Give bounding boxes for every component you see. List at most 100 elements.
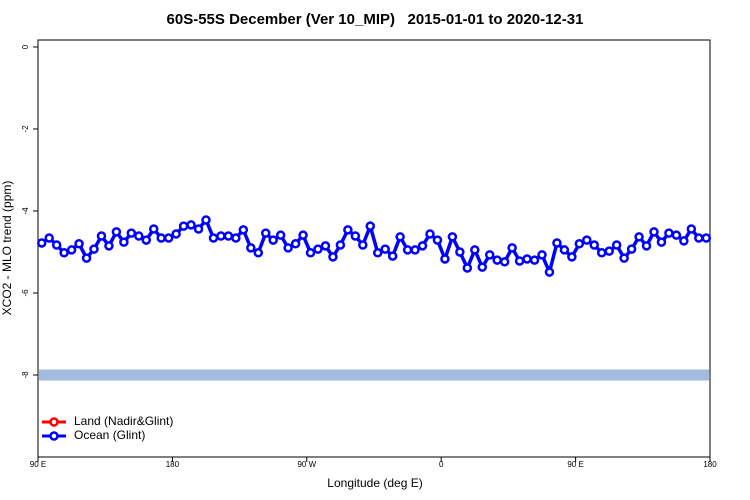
data-point xyxy=(223,231,234,241)
y-tick-label: -6 xyxy=(21,289,30,297)
legend-marker xyxy=(49,431,59,441)
data-point xyxy=(694,233,704,243)
data-point xyxy=(96,231,107,241)
data-point xyxy=(358,240,368,250)
data-point xyxy=(641,241,652,251)
legend-label: Ocean (Glint) xyxy=(74,428,145,442)
chart-title: 60S-55S December (Ver 10_MIP) 2015-01-01… xyxy=(167,11,584,28)
data-point xyxy=(104,241,114,251)
data-point xyxy=(507,243,517,253)
data-point xyxy=(514,256,525,266)
data-point xyxy=(313,244,323,254)
data-point xyxy=(126,228,137,238)
data-point xyxy=(305,248,316,258)
legend-label: Land (Nadir&Glint) xyxy=(74,414,173,428)
y-tick-label: 0 xyxy=(21,44,30,49)
data-point xyxy=(544,267,555,277)
data-point xyxy=(134,231,144,241)
data-point xyxy=(372,248,383,258)
data-point xyxy=(455,247,465,257)
data-point xyxy=(589,240,600,250)
data-point xyxy=(201,215,211,225)
data-point xyxy=(111,227,122,237)
data-point xyxy=(231,233,241,243)
data-point xyxy=(268,235,278,245)
data-point xyxy=(559,245,570,255)
data-point xyxy=(410,245,420,255)
y-axis-label: XCO2 - MLO trend (ppm) xyxy=(0,181,14,316)
data-point xyxy=(66,245,77,255)
data-point xyxy=(238,225,249,235)
data-point xyxy=(447,232,458,242)
data-point xyxy=(260,228,271,238)
data-point xyxy=(148,224,159,234)
data-point xyxy=(156,233,166,243)
x-tick-label: 180 xyxy=(166,460,180,469)
data-point xyxy=(537,250,547,260)
data-point xyxy=(59,248,69,258)
data-point xyxy=(74,239,84,249)
data-point xyxy=(365,221,376,231)
data-point xyxy=(664,228,674,238)
data-point xyxy=(552,238,562,248)
data-point xyxy=(440,254,450,264)
data-point xyxy=(253,248,264,258)
data-point xyxy=(626,244,637,254)
data-point xyxy=(171,229,181,239)
y-tick-label: -8 xyxy=(21,371,30,379)
data-point xyxy=(335,240,346,250)
data-point xyxy=(298,230,308,240)
data-point xyxy=(634,232,644,242)
data-point xyxy=(350,231,361,241)
data-point xyxy=(596,248,607,258)
data-point xyxy=(582,235,592,245)
data-point xyxy=(470,245,480,255)
data-point xyxy=(387,251,398,261)
data-point xyxy=(477,262,488,272)
y-tick-label: -2 xyxy=(21,125,30,133)
data-point xyxy=(178,221,189,231)
legend-marker xyxy=(49,417,59,427)
data-point xyxy=(216,231,226,241)
data-point xyxy=(499,257,510,267)
data-point xyxy=(44,233,54,243)
x-tick-label: 90 E xyxy=(567,460,583,469)
data-point xyxy=(163,233,174,243)
data-point xyxy=(89,244,99,254)
data-point xyxy=(380,244,390,254)
data-point xyxy=(604,246,614,256)
data-point xyxy=(484,250,495,260)
x-tick-label: 90 E xyxy=(30,460,46,469)
data-point xyxy=(395,232,405,242)
data-point xyxy=(611,240,622,250)
x-tick-label: 0 xyxy=(439,460,444,469)
data-point xyxy=(246,243,256,253)
data-point xyxy=(417,241,428,251)
data-point xyxy=(529,255,540,265)
data-point xyxy=(462,263,473,273)
data-point xyxy=(701,233,712,243)
data-point xyxy=(656,237,667,247)
data-point xyxy=(193,224,204,234)
data-point xyxy=(141,235,152,245)
data-point xyxy=(290,239,301,249)
x-tick-label: 180 xyxy=(703,460,717,469)
data-point xyxy=(343,225,353,235)
data-point xyxy=(619,253,629,263)
data-point xyxy=(81,253,92,263)
data-point xyxy=(36,238,47,248)
y-tick-label: -4 xyxy=(21,207,30,215)
data-point xyxy=(320,241,331,251)
data-point xyxy=(425,229,435,239)
data-point xyxy=(567,252,577,262)
data-point xyxy=(686,224,697,234)
data-point xyxy=(574,239,585,249)
data-point xyxy=(328,252,338,262)
data-point xyxy=(522,254,532,264)
data-point xyxy=(51,240,62,250)
data-point xyxy=(119,237,129,247)
plot-frame xyxy=(37,39,711,458)
data-point xyxy=(432,235,443,245)
x-axis-label: Longitude (deg E) xyxy=(327,476,422,490)
